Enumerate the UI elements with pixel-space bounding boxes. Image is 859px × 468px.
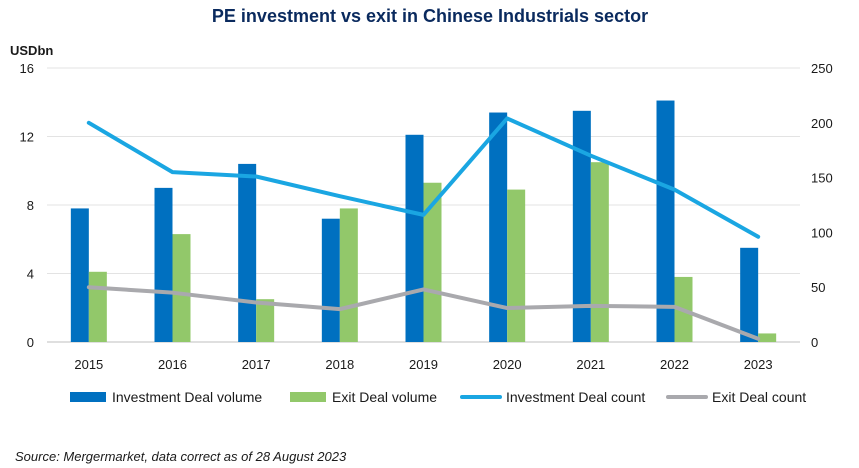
x-tick-label: 2017 [242,357,271,372]
bar [172,234,191,342]
lines [86,116,761,341]
x-tick-labels: 2015 2016 2017 2018 2019 2020 2021 2022 2023 [74,357,772,372]
y-left-unit-label: USDbn [10,43,53,58]
y-right-tick-label: 150 [811,171,833,186]
bar [405,134,424,342]
x-tick-label: 2018 [325,357,354,372]
x-tick-label: 2021 [576,357,605,372]
bar [339,208,358,342]
legend-swatch [70,392,106,402]
y-left-tick-label: 12 [20,130,34,145]
y-right-tick-label: 250 [811,61,833,76]
bar [758,333,777,342]
x-tick-label: 2022 [660,357,689,372]
bar [256,299,275,342]
x-tick-label: 2019 [409,357,438,372]
legend-label: Investment Deal count [506,389,645,405]
x-tick-label: 2023 [744,357,773,372]
bar [321,218,340,342]
y-right-tick-label: 200 [811,116,833,131]
x-tick-label: 2015 [74,357,103,372]
chart-title: PE investment vs exit in Chinese Industr… [212,6,648,26]
bars [70,100,777,343]
series-line [86,285,761,341]
y-left-tick-label: 0 [27,335,34,350]
source-note: Source: Mergermarket, data correct as of… [15,449,347,464]
bar [656,100,675,342]
bar [590,162,609,342]
y-left-tick-labels: 0 4 8 12 16 [20,61,34,350]
x-tick-label: 2016 [158,357,187,372]
bar [423,182,442,342]
legend: Investment Deal volume Exit Deal volume In… [70,389,806,405]
legend-label: Exit Deal count [712,389,806,405]
bar [238,163,257,342]
bar [489,112,508,343]
legend-swatch [290,392,326,402]
y-right-tick-labels: 0 50 100 150 200 250 [811,61,833,350]
y-right-tick-label: 0 [811,335,818,350]
legend-label: Exit Deal volume [332,389,437,405]
bar [507,189,526,342]
y-right-tick-label: 100 [811,225,833,240]
bar [572,110,591,342]
bar [154,187,173,342]
x-tick-label: 2020 [493,357,522,372]
y-left-tick-label: 16 [20,61,34,76]
bar [88,271,107,342]
y-right-tick-label: 50 [811,280,825,295]
y-left-tick-label: 8 [27,198,34,213]
y-left-tick-label: 4 [27,267,34,282]
legend-label: Investment Deal volume [112,389,262,405]
bar [740,247,759,342]
series-line [86,116,761,239]
bar [70,208,89,342]
